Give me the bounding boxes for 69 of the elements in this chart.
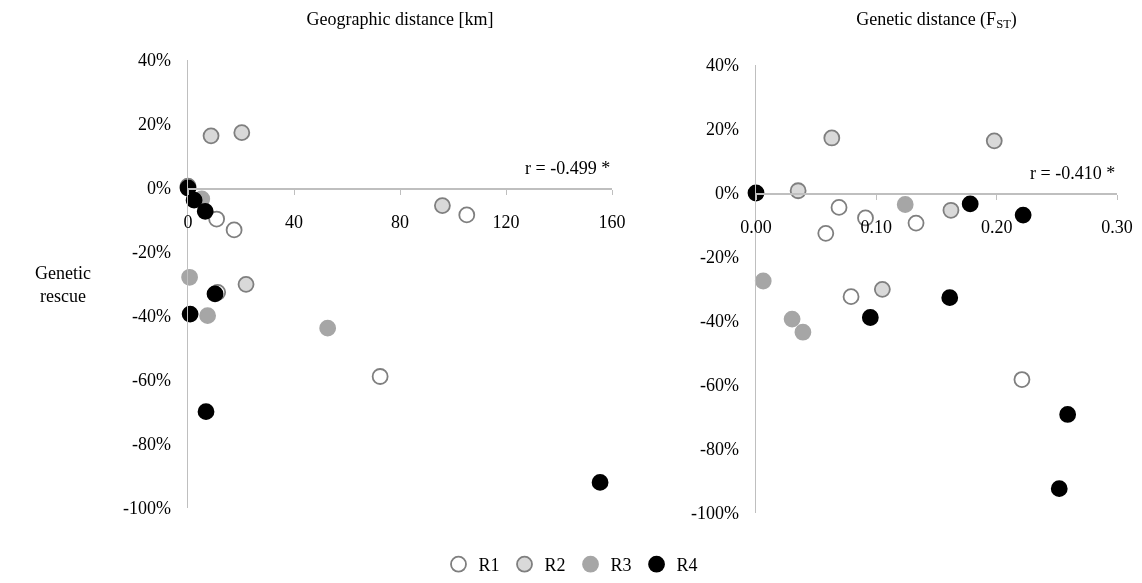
- point: [783, 310, 801, 328]
- y-tick-label: 0%: [714, 183, 739, 204]
- y-tick-label: 0%: [146, 178, 171, 199]
- point: [1014, 206, 1032, 224]
- point: [961, 195, 979, 213]
- point: [830, 199, 848, 216]
- y-tick-label: 20%: [705, 119, 739, 140]
- y-tick-label: -60%: [699, 375, 739, 396]
- point: [237, 275, 255, 293]
- point: [371, 368, 389, 385]
- x-tick-label: 160: [598, 212, 626, 233]
- point: [181, 305, 199, 323]
- y-tick-label: -20%: [699, 247, 739, 268]
- x-tick-label: 0.10: [860, 217, 893, 238]
- y-tick-label: -60%: [131, 370, 171, 391]
- y-tick-label: 40%: [705, 55, 739, 76]
- annotation: r = -0.410 *: [1030, 163, 1116, 183]
- point: [817, 224, 835, 242]
- y-tick-label: 20%: [137, 114, 171, 135]
- y-tick-label: -100%: [690, 503, 739, 524]
- y-tick-label: -80%: [131, 434, 171, 455]
- point: [794, 323, 812, 341]
- point: [985, 132, 1003, 150]
- point: [1059, 406, 1077, 423]
- point: [896, 196, 914, 213]
- point: [197, 403, 215, 421]
- chart-title: Genetic distance (F$_{ST}$): [856, 8, 1017, 32]
- point: [941, 289, 959, 307]
- y-tick-label: -40%: [131, 306, 171, 327]
- point: [225, 221, 243, 239]
- legend-label: R4: [676, 555, 698, 576]
- point: [842, 288, 860, 306]
- y-tick-label: -100%: [122, 498, 171, 519]
- x-tick-label: 80: [391, 212, 409, 233]
- legend-label: R2: [544, 555, 566, 576]
- legend-label: R1: [478, 555, 500, 576]
- annotation: r = -0.499 *: [525, 158, 611, 178]
- y-axis-title: Genetic rescue: [35, 263, 91, 307]
- point: [1050, 480, 1068, 498]
- x-tick-label: 0.30: [1101, 217, 1133, 238]
- y-tick-label: -40%: [699, 311, 739, 332]
- point: [233, 124, 251, 142]
- point: [754, 272, 772, 290]
- point: [907, 214, 925, 232]
- point: [1013, 371, 1031, 388]
- x-tick-label: 0: [183, 212, 193, 233]
- chart-title: Geographic distance [km]: [306, 8, 494, 29]
- point: [873, 280, 891, 298]
- point: [319, 319, 337, 337]
- point: [942, 201, 960, 219]
- x-tick-label: 120: [492, 212, 520, 233]
- y-tick-label: -20%: [131, 242, 171, 263]
- point: [185, 191, 203, 209]
- point: [458, 206, 476, 224]
- point: [196, 202, 214, 220]
- y-tick-label: -80%: [699, 439, 739, 460]
- point: [199, 307, 217, 325]
- point: [208, 210, 226, 228]
- point: [591, 474, 609, 491]
- point: [434, 197, 451, 214]
- legend-label: R3: [610, 555, 632, 576]
- x-tick-label: 40: [285, 212, 303, 233]
- x-tick-label: 0.00: [740, 217, 772, 238]
- x-tick-label: 0.20: [980, 217, 1013, 238]
- y-tick-label: 40%: [137, 50, 171, 71]
- point: [823, 129, 841, 147]
- point: [202, 127, 220, 145]
- point: [861, 309, 879, 326]
- point: [181, 268, 198, 286]
